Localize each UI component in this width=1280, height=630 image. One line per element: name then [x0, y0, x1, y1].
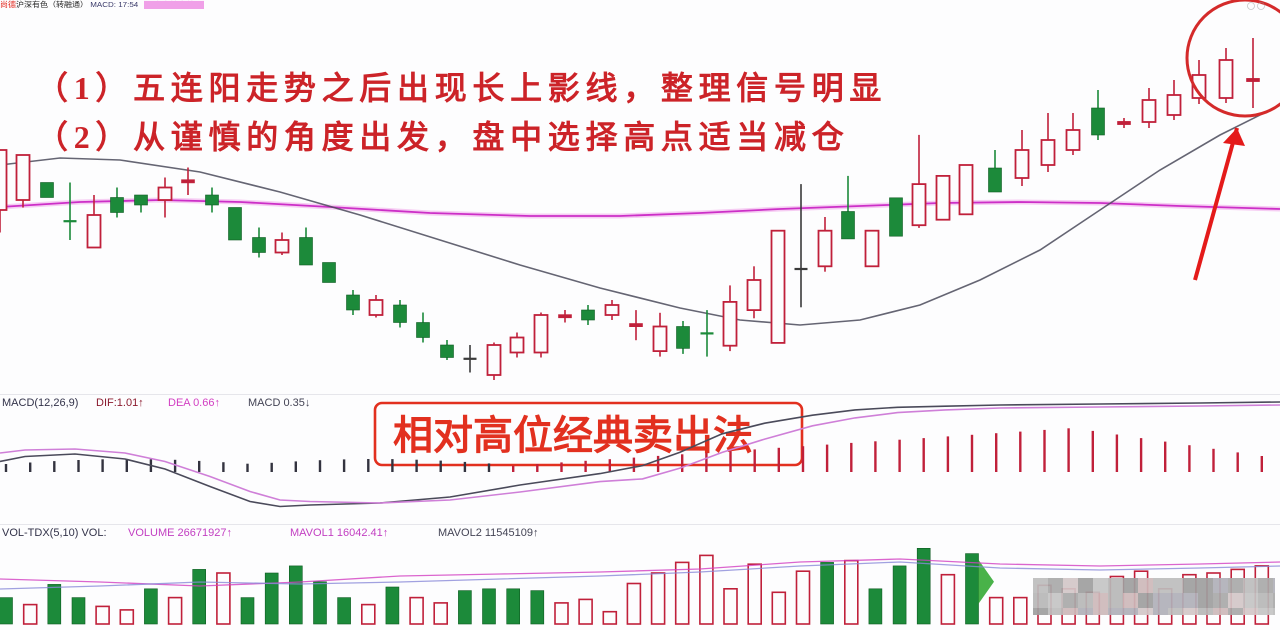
- svg-text:MACD 0.35↓: MACD 0.35↓: [248, 397, 310, 409]
- svg-text:DIF:1.01↑: DIF:1.01↑: [96, 397, 144, 409]
- svg-text:相对高位经典卖出法: 相对高位经典卖出法: [393, 414, 753, 458]
- svg-text:MACD(12,26,9): MACD(12,26,9): [2, 397, 78, 409]
- svg-text:MAVOL2 11545109↑: MAVOL2 11545109↑: [438, 527, 539, 539]
- svg-text:DEA 0.66↑: DEA 0.66↑: [168, 397, 220, 409]
- svg-text:VOLUME 26671927↑: VOLUME 26671927↑: [128, 527, 232, 539]
- svg-text:MAVOL1 16042.41↑: MAVOL1 16042.41↑: [290, 527, 388, 539]
- svg-text:VOL-TDX(5,10) VOL:: VOL-TDX(5,10) VOL:: [2, 527, 107, 539]
